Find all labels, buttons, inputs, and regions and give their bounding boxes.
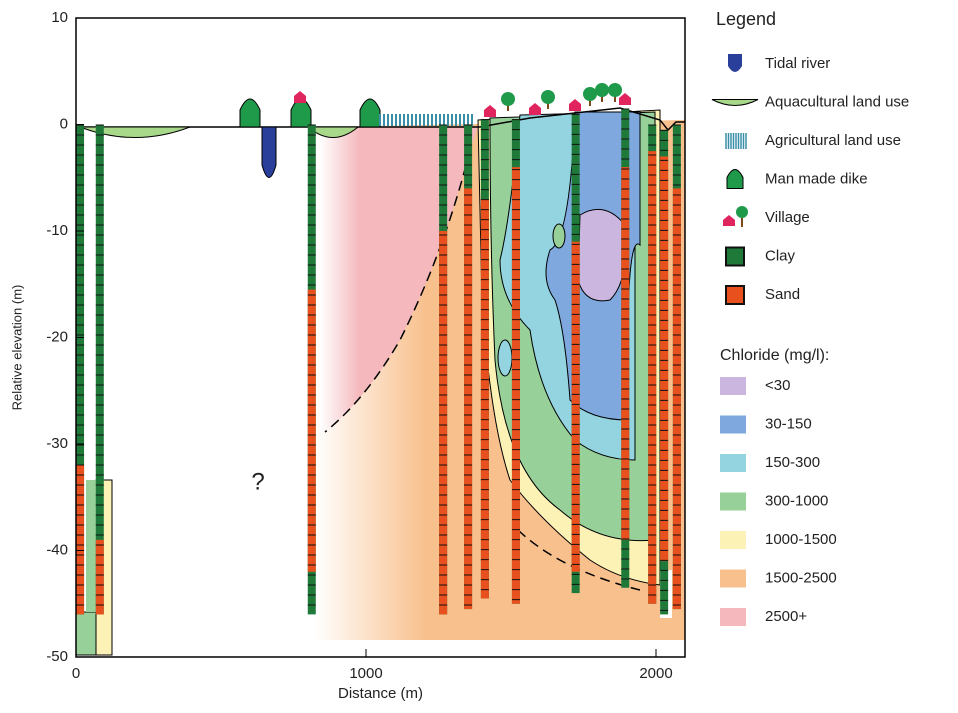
axes: 0 1000 2000 10 0 -10 -20 -30 -40 -50 Distance (m) R… [9,9,686,702]
x-axis-label: Distance (m) [338,685,423,702]
legend-label: Man made dike [765,170,868,187]
legend-icon [725,285,745,305]
chloride-label: 2500+ [765,608,807,625]
dike [359,98,381,128]
chloride-swatch [720,608,746,626]
village-house [569,99,581,111]
legend-icon [736,206,748,218]
village-tree [541,90,555,104]
legend-icon [711,99,759,106]
x-tick-label: 1000 [349,665,382,682]
y-tick-label: -10 [46,222,68,239]
chloride-swatch [720,531,746,549]
borehole-clay [76,124,85,615]
village-house [484,105,496,117]
village-house [619,93,631,105]
legend-label: Village [765,209,810,226]
chloride-label: 1500-2500 [765,569,837,586]
zone-lt30 [577,208,627,302]
chloride-swatch [720,492,746,511]
legend: Legend Tidal river Aquacultural land use Ag… [711,9,909,626]
chloride-swatch [720,377,746,395]
borehole-sand [621,167,630,540]
y-tick-label: -20 [46,328,68,345]
borehole-sand [511,167,520,604]
dike [290,98,312,128]
chloride-label: 150-300 [765,454,820,471]
y-axis-label: Relative elevation (m) [9,285,24,411]
chloride-swatch [720,415,746,434]
borehole-sand [648,151,657,604]
legend-icon [723,215,735,226]
borehole-sand [439,231,448,615]
dike [239,98,261,128]
x-tick-label: 0 [72,665,80,682]
tidal-river [261,126,277,178]
zone-left-300-1000 [86,480,96,612]
borehole-sand [571,241,580,572]
boreholes [76,108,681,615]
chloride-swatch [720,454,746,472]
zone-150-300-lens [497,339,513,377]
y-tick-label: 10 [51,9,68,26]
zone-2500 [320,127,478,432]
village-house [529,103,541,115]
y-tick-label: -30 [46,435,68,452]
zone-300-1000-lens [552,223,566,249]
legend-label: Tidal river [765,55,830,72]
chloride-label: 1000-1500 [765,531,837,548]
village-tree [583,87,597,101]
chloride-label: 30-150 [765,415,812,432]
legend-label: Clay [765,247,796,264]
borehole-sand [464,188,473,610]
legend-icon [726,169,744,189]
chloride-label: <30 [765,377,790,394]
legend-label: Aquacultural land use [765,93,909,110]
y-tick-label: 0 [60,115,68,132]
chloride-zones [75,109,685,656]
legend-title: Legend [716,9,776,29]
surface-features [76,83,685,178]
annotation: ? [251,468,264,495]
borehole-clay [95,124,104,615]
chloride-label: 300-1000 [765,492,828,509]
chloride-swatch [720,569,746,588]
village-tree [608,83,622,97]
borehole-sand [672,188,681,610]
x-tick-label: 2000 [639,665,672,682]
dashed-boundary [324,149,471,433]
y-tick-label: -50 [46,648,68,665]
legend-icon [728,54,742,72]
chloride-title: Chloride (mg/l): [720,347,829,364]
legend-icon [725,246,745,267]
village-tree [595,83,609,97]
legend-label: Agricultural land use [765,132,901,149]
borehole-sand [480,199,489,599]
aquaculture [79,126,191,138]
borehole-sand [95,539,104,615]
borehole-sand [307,289,316,572]
zone-left-300-1000 [75,611,97,656]
legend-label: Sand [765,286,800,303]
y-tick-label: -40 [46,541,68,558]
village-tree [501,92,515,106]
borehole-sand [76,465,85,615]
borehole-sand [660,156,669,562]
village-house [294,91,306,103]
